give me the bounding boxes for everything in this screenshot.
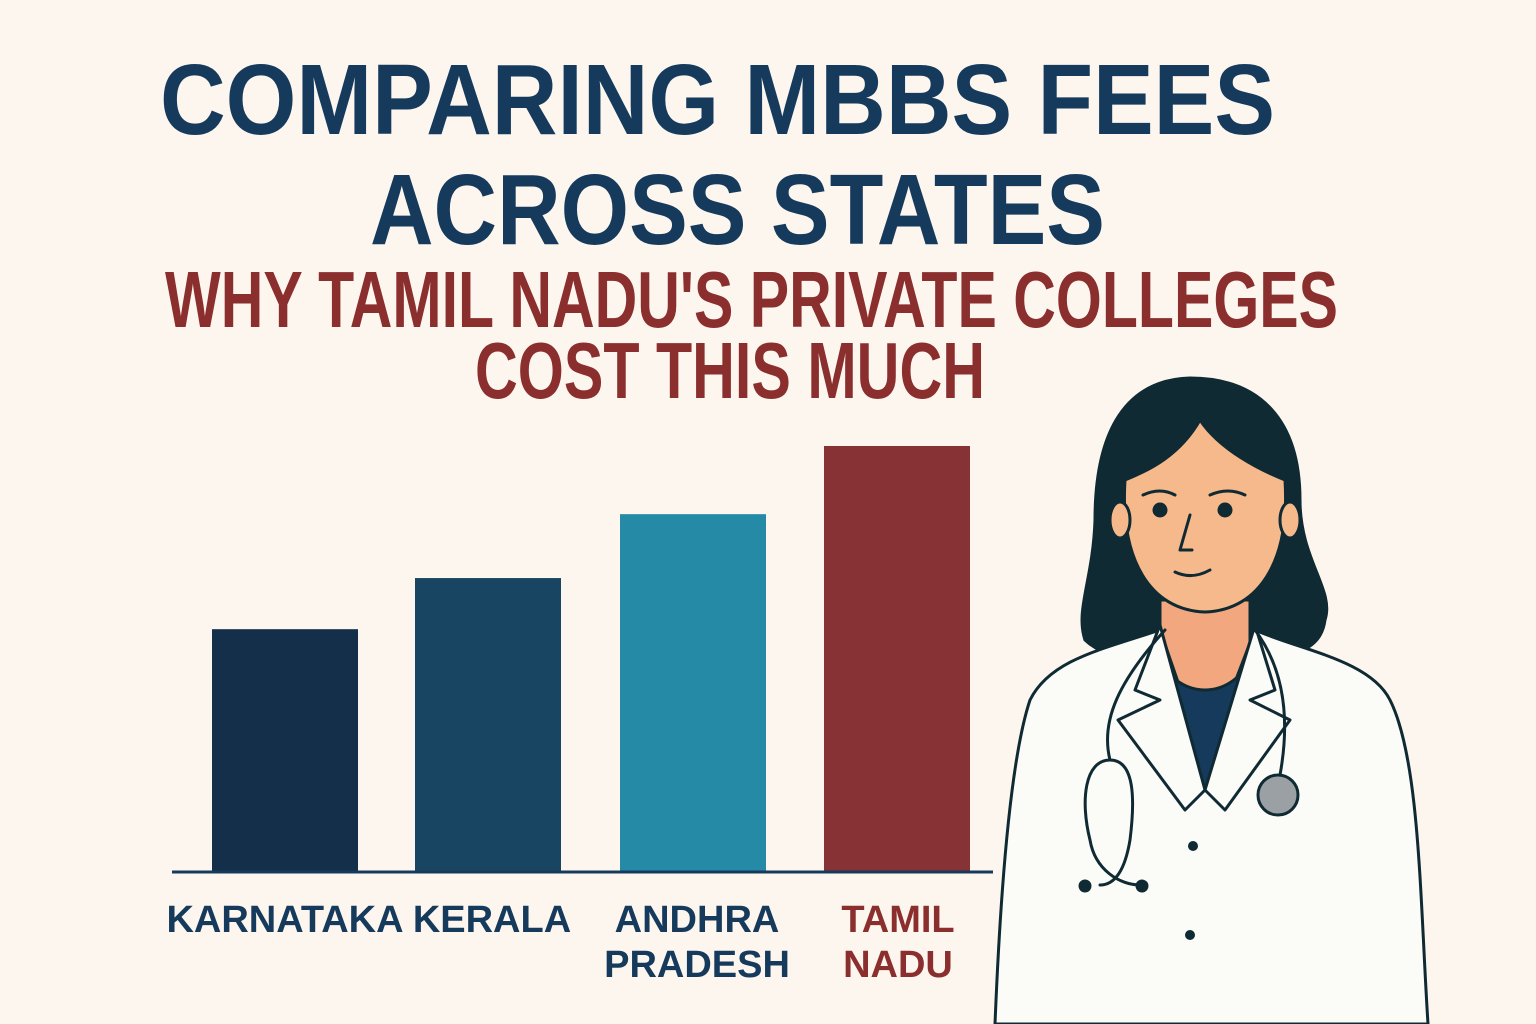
right-eyebrow <box>1208 489 1247 497</box>
category-label: KARNATAKA <box>166 899 403 941</box>
earpiece-right <box>1135 879 1149 893</box>
left-eye <box>1152 502 1168 518</box>
stethoscope-tube <box>1083 628 1287 887</box>
bar-group <box>212 446 970 872</box>
category-label: KERALA <box>413 899 571 941</box>
coat-button-1 <box>1188 841 1198 851</box>
coat-button-2 <box>1185 930 1195 940</box>
earpiece-left <box>1078 879 1092 893</box>
right-ear <box>1278 500 1302 540</box>
doctor-illustration <box>993 376 1430 1024</box>
bar-kerala <box>415 578 561 872</box>
subtitle-line-1: WHY TAMIL NADU'S PRIVATE COLLEGES <box>165 255 1338 344</box>
category-label: ANDHRA <box>615 899 780 941</box>
title-line-2: ACROSS STATES <box>370 154 1105 266</box>
category-label: TAMIL <box>841 899 954 941</box>
category-label: PRADESH <box>604 944 790 986</box>
left-eyebrow <box>1141 489 1177 497</box>
subtitle-line-2: COST THIS MUCH <box>475 326 985 415</box>
bar-karnataka <box>212 629 358 872</box>
title-line-1: COMPARING MBBS FEES <box>160 44 1275 156</box>
category-label: NADU <box>843 944 953 986</box>
mouth <box>1173 568 1212 577</box>
bar-tamil-nadu <box>824 446 970 872</box>
right-eye <box>1217 502 1233 518</box>
nose <box>1178 513 1194 552</box>
bar-andhra-pradesh <box>620 514 766 872</box>
left-ear <box>1108 500 1132 540</box>
coat-lapel-right <box>1203 623 1292 812</box>
stethoscope-chestpiece-icon <box>1256 773 1300 817</box>
